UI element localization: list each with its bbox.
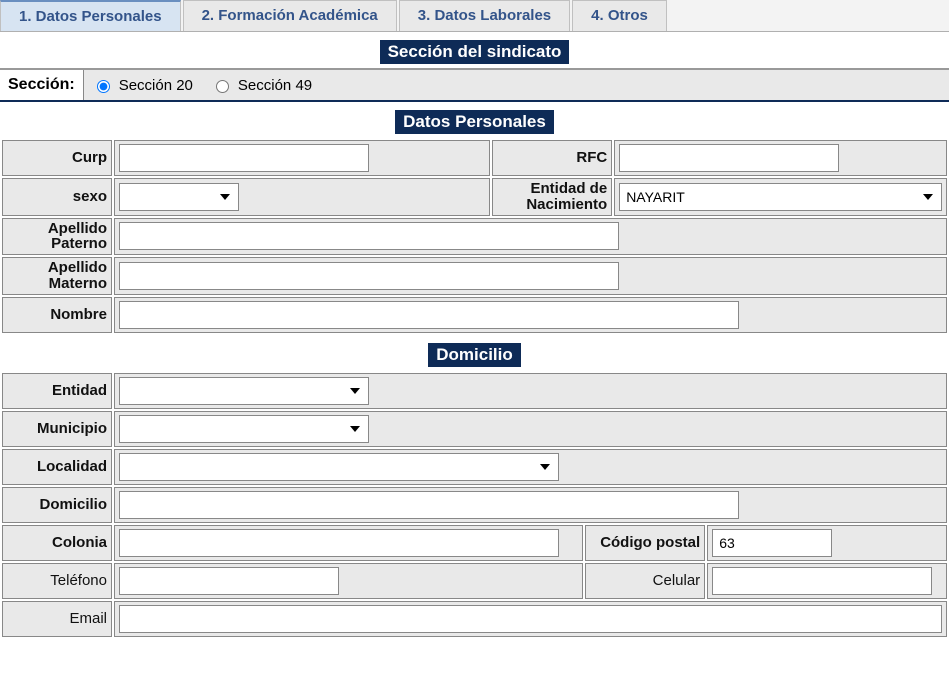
label-curp: Curp	[2, 140, 112, 176]
label-email: Email	[2, 601, 112, 637]
tab-otros[interactable]: 4. Otros	[572, 0, 667, 31]
title-personales: Datos Personales	[0, 110, 949, 134]
tab-formacion-academica[interactable]: 2. Formación Académica	[183, 0, 397, 31]
title-sindicato-label: Sección del sindicato	[380, 40, 570, 64]
label-celular: Celular	[585, 563, 705, 599]
input-domicilio[interactable]	[119, 491, 739, 519]
input-nombre[interactable]	[119, 301, 739, 329]
label-entidad-nac: Entidad de Nacimiento	[492, 178, 612, 216]
select-entidad[interactable]	[119, 377, 369, 405]
tab-bar: 1. Datos Personales 2. Formación Académi…	[0, 0, 949, 32]
radio-seccion-49-input[interactable]	[216, 80, 229, 93]
seccion-label: Sección:	[0, 70, 84, 100]
input-ap-materno[interactable]	[119, 262, 619, 290]
personales-table: Curp RFC sexo Entidad de Nacimiento NAYA…	[0, 138, 949, 335]
label-colonia: Colonia	[2, 525, 112, 561]
input-ap-paterno[interactable]	[119, 222, 619, 250]
label-entidad: Entidad	[2, 373, 112, 409]
radio-seccion-49-label: Sección 49	[238, 77, 312, 94]
label-ap-paterno: Apellido Paterno	[2, 218, 112, 256]
label-nombre: Nombre	[2, 297, 112, 333]
radio-seccion-20-label: Sección 20	[119, 77, 193, 94]
label-municipio: Municipio	[2, 411, 112, 447]
input-email[interactable]	[119, 605, 942, 633]
radio-seccion-20[interactable]: Sección 20	[92, 77, 193, 94]
label-telefono: Teléfono	[2, 563, 112, 599]
label-sexo: sexo	[2, 178, 112, 216]
input-cp[interactable]	[712, 529, 832, 557]
seccion-radio-group: Sección 20 Sección 49	[84, 77, 312, 94]
seccion-row: Sección: Sección 20 Sección 49	[0, 68, 949, 102]
input-colonia[interactable]	[119, 529, 559, 557]
input-celular[interactable]	[712, 567, 932, 595]
select-municipio[interactable]	[119, 415, 369, 443]
radio-seccion-20-input[interactable]	[97, 80, 110, 93]
input-rfc[interactable]	[619, 144, 839, 172]
select-localidad[interactable]	[119, 453, 559, 481]
select-entidad-nac[interactable]: NAYARIT	[619, 183, 942, 211]
label-rfc: RFC	[492, 140, 612, 176]
title-personales-label: Datos Personales	[395, 110, 554, 134]
title-sindicato: Sección del sindicato	[0, 40, 949, 64]
label-cp: Código postal	[585, 525, 705, 561]
input-telefono[interactable]	[119, 567, 339, 595]
title-domicilio: Domicilio	[0, 343, 949, 367]
label-domicilio: Domicilio	[2, 487, 112, 523]
tab-datos-laborales[interactable]: 3. Datos Laborales	[399, 0, 570, 31]
select-sexo[interactable]	[119, 183, 239, 211]
radio-seccion-49[interactable]: Sección 49	[211, 77, 312, 94]
domicilio-table: Entidad Municipio Localidad Domicilio Co…	[0, 371, 949, 639]
tab-datos-personales[interactable]: 1. Datos Personales	[0, 0, 181, 31]
label-ap-materno: Apellido Materno	[2, 257, 112, 295]
label-localidad: Localidad	[2, 449, 112, 485]
input-curp[interactable]	[119, 144, 369, 172]
title-domicilio-label: Domicilio	[428, 343, 521, 367]
